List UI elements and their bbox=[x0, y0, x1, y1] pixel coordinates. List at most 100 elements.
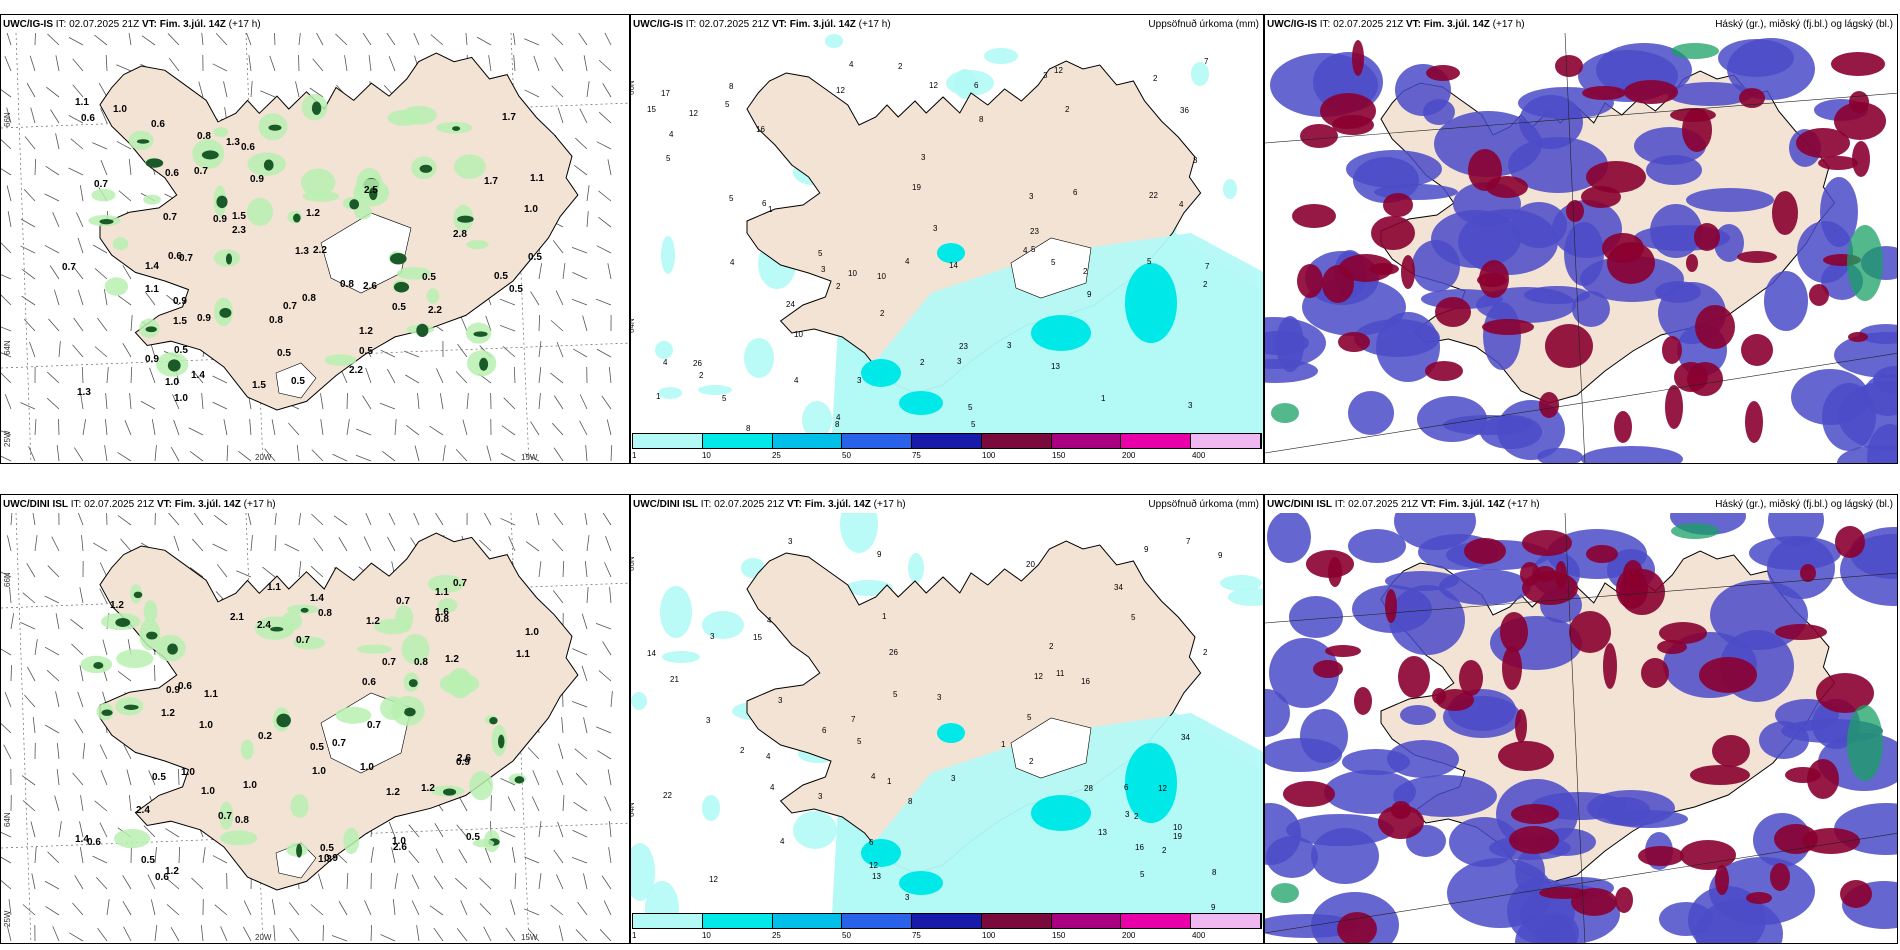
wind-barb bbox=[1, 242, 12, 254]
wind-barb bbox=[571, 701, 588, 708]
precip-value-label: 2.2 bbox=[349, 365, 363, 376]
precip-value-label: 6 bbox=[762, 199, 767, 208]
wind-barb bbox=[117, 295, 132, 306]
wind-barb bbox=[21, 269, 36, 280]
precip-value-label: 10 bbox=[848, 269, 857, 278]
precip-value-label: 4 bbox=[766, 752, 771, 761]
wind-barb bbox=[460, 316, 468, 332]
precip-value-label: 0.5 bbox=[359, 346, 373, 357]
wind-barb bbox=[458, 849, 468, 864]
precip-title: Uppsöfnuð úrkoma (mm) bbox=[1148, 19, 1259, 30]
wind-barb bbox=[22, 592, 36, 604]
wind-barb bbox=[122, 875, 132, 890]
wind-barb bbox=[126, 769, 132, 786]
wind-barb bbox=[338, 537, 348, 552]
wind-barb bbox=[1, 571, 12, 578]
precip-value-label: 4 bbox=[770, 783, 775, 792]
wind-barb bbox=[311, 513, 324, 526]
wind-barb bbox=[320, 419, 324, 436]
precip-value-label: 1.1 bbox=[204, 689, 218, 700]
wind-barb bbox=[558, 925, 564, 942]
wind-barb bbox=[154, 847, 157, 864]
wind-barb bbox=[503, 397, 516, 410]
legend-tick-label: 200 bbox=[1122, 451, 1136, 460]
wind-barb bbox=[106, 899, 110, 916]
wind-barb bbox=[49, 265, 60, 280]
wind-barb bbox=[81, 366, 84, 384]
wind-barb bbox=[530, 421, 540, 436]
wind-barb bbox=[69, 932, 84, 942]
precip-value-label: 1.0 bbox=[181, 767, 195, 778]
precip-value-label: 0.6 bbox=[87, 837, 101, 848]
wind-barb bbox=[346, 873, 349, 890]
precip-value-label: 6 bbox=[974, 81, 979, 90]
precip-value-label: 3 bbox=[710, 632, 715, 641]
precip-value-label: 5 bbox=[1131, 613, 1136, 622]
wind-barb bbox=[269, 55, 276, 72]
precip-value-label: 1.2 bbox=[421, 783, 435, 794]
precip-value-label: 1.5 bbox=[252, 380, 266, 391]
precip-value-label: 0.5 bbox=[528, 252, 542, 263]
wind-barb bbox=[4, 393, 12, 410]
precip-value-label: 13 bbox=[1098, 828, 1107, 837]
wind-barb bbox=[479, 877, 492, 890]
wind-barb bbox=[513, 366, 516, 384]
wind-barb bbox=[298, 33, 301, 46]
wind-barb bbox=[26, 563, 36, 578]
wind-barb bbox=[528, 928, 540, 942]
precip-value-label: 2.5 bbox=[364, 185, 378, 196]
wind-barb bbox=[531, 796, 540, 812]
wind-barb bbox=[123, 926, 132, 942]
wind-barb bbox=[362, 395, 372, 410]
wind-barb bbox=[479, 903, 492, 916]
precip-value-label: 2.6 bbox=[393, 842, 407, 853]
wind-barb bbox=[201, 33, 204, 46]
wind-barb bbox=[149, 367, 156, 384]
wind-barb bbox=[165, 828, 180, 838]
precip-value-label: 10 bbox=[877, 272, 886, 281]
wind-barb bbox=[485, 315, 492, 332]
wind-barb bbox=[579, 420, 588, 436]
wind-barb bbox=[582, 315, 588, 332]
lat-label-64: 64N bbox=[630, 318, 636, 333]
wind-barb bbox=[92, 542, 108, 552]
wind-barb bbox=[167, 33, 180, 46]
precip-value-label: 1.1 bbox=[267, 582, 281, 593]
wind-barb bbox=[577, 901, 588, 916]
precip-value-label: 2 bbox=[699, 371, 704, 380]
wind-barb bbox=[198, 81, 204, 98]
wind-barb bbox=[370, 924, 373, 942]
wind-barb bbox=[562, 560, 565, 578]
wind-barb bbox=[442, 445, 446, 462]
precip-value-label: 3 bbox=[1125, 810, 1130, 819]
wind-barb bbox=[95, 876, 108, 890]
wind-barb bbox=[238, 450, 252, 462]
wind-barb bbox=[48, 318, 60, 332]
wind-barb bbox=[10, 664, 12, 682]
wind-barb bbox=[596, 141, 612, 150]
wind-barb bbox=[579, 108, 588, 124]
legend-tick-label: 100 bbox=[982, 931, 996, 940]
iceland-landmass bbox=[746, 60, 1202, 394]
wind-barb bbox=[47, 371, 60, 384]
precip-value-label: 0.9 bbox=[324, 853, 338, 864]
precip-value-label: 1.0 bbox=[113, 104, 127, 115]
wind-barb bbox=[71, 643, 84, 656]
graticule bbox=[1265, 513, 1897, 943]
wind-panel-row1: UWC/IG-IS IT: 02.07.2025 21Z VT: Fim. 3.… bbox=[0, 14, 630, 464]
wind-barb bbox=[77, 289, 84, 306]
precip-value-label: 23 bbox=[959, 342, 968, 351]
wind-barb bbox=[70, 138, 84, 150]
wind-barb bbox=[122, 901, 132, 916]
precip-value-label: 1.4 bbox=[310, 593, 324, 604]
wind-barb bbox=[584, 513, 588, 526]
precip-value-label: 3 bbox=[818, 792, 823, 801]
wind-barb bbox=[598, 59, 612, 72]
wind-barb bbox=[322, 924, 324, 942]
wind-barb bbox=[607, 263, 612, 280]
wind-barb bbox=[601, 875, 612, 890]
wind-barb bbox=[602, 83, 612, 98]
precip-labels: 2353456234252313234523145875623411216107… bbox=[647, 57, 1210, 433]
precip-value-label: 0.6 bbox=[165, 168, 179, 179]
precip-value-label: 1.2 bbox=[306, 208, 320, 219]
